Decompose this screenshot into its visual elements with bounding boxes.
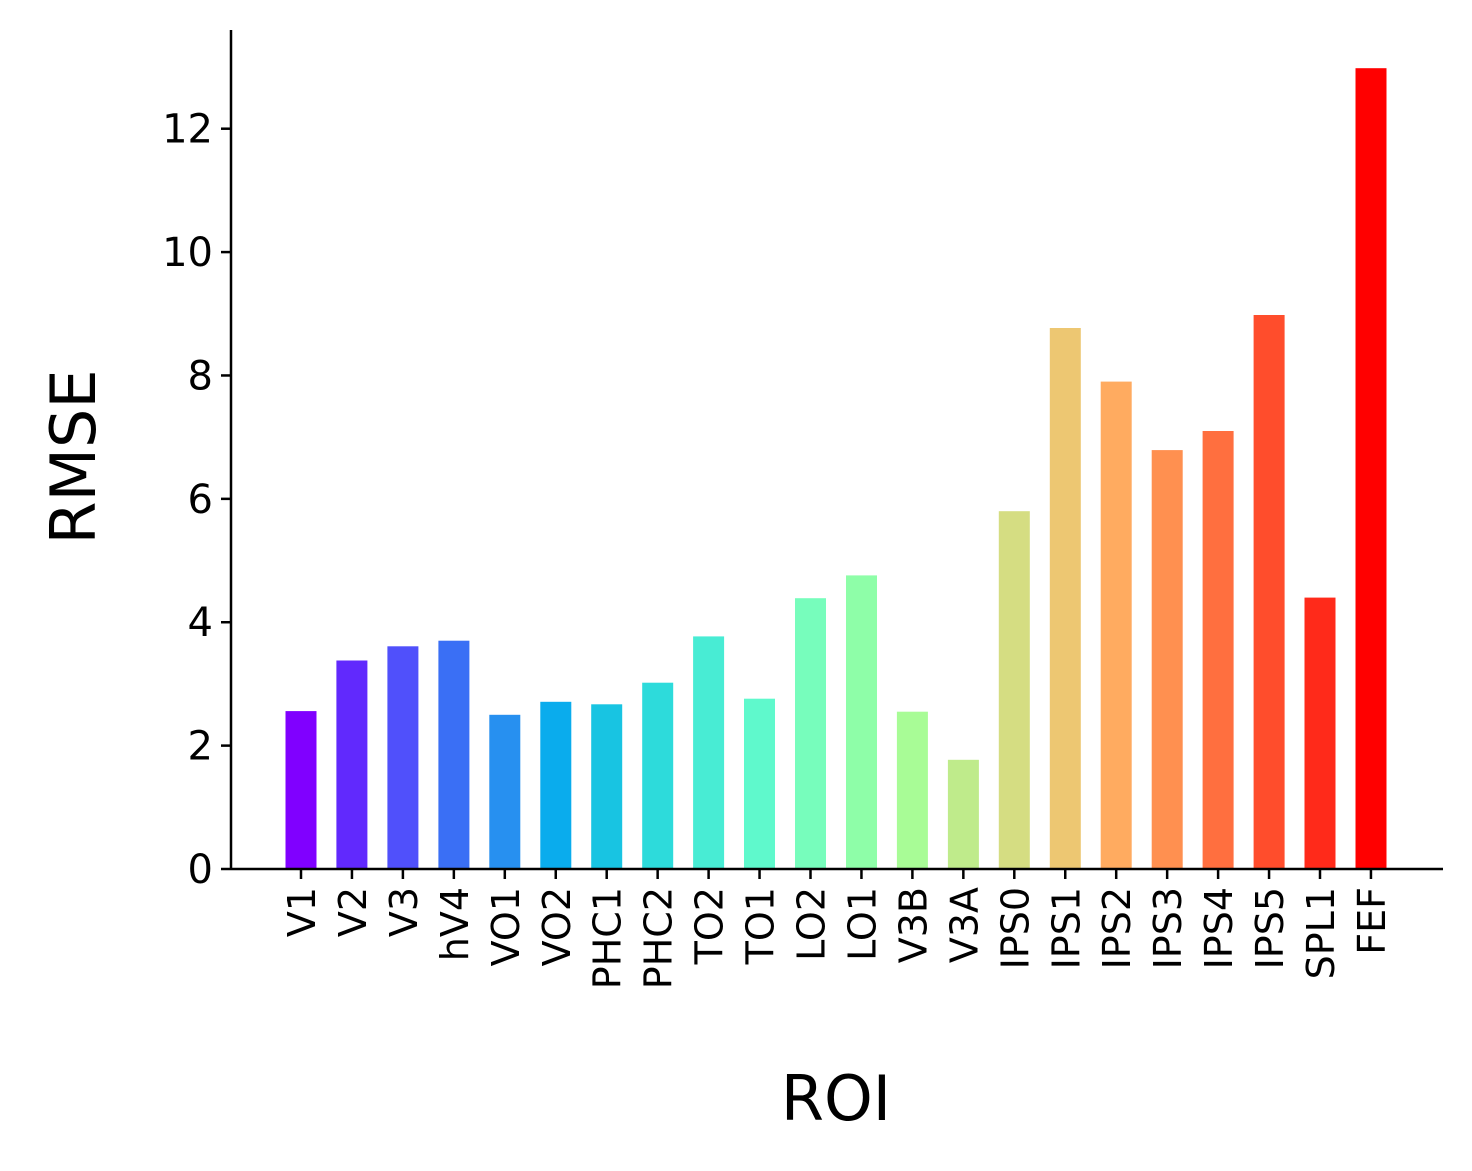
bar-vo2 [540, 701, 572, 869]
x-tick-label: VO2 [535, 887, 579, 966]
y-tick-label: 2 [188, 724, 213, 770]
bar-lo2 [795, 598, 826, 869]
bar-ips2 [1100, 381, 1132, 869]
x-tick-label: SPL1 [1299, 887, 1343, 979]
x-tick-label: IPS3 [1146, 887, 1190, 969]
x-tick-label: PHC1 [586, 887, 630, 989]
y-tick-label: 0 [188, 847, 213, 893]
bar-v3 [387, 646, 419, 869]
bar-phc1 [591, 704, 623, 869]
x-tick-label: IPS4 [1197, 887, 1241, 969]
bar-to1 [744, 698, 775, 869]
x-tick-label: V3A [942, 887, 986, 963]
x-axis-title: ROI [781, 1062, 891, 1135]
bar-fef [1355, 68, 1387, 869]
x-tick-label: PHC2 [637, 887, 681, 989]
bar-ips3 [1151, 450, 1183, 869]
y-tick-label: 6 [188, 477, 213, 523]
bar-ips0 [998, 511, 1030, 869]
x-tick-label: V3B [891, 887, 935, 963]
bar-ips4 [1202, 431, 1234, 869]
x-tick-label: FEF [1350, 887, 1394, 955]
bar-v1 [285, 711, 317, 869]
x-tick-label: VO1 [484, 887, 528, 966]
bar-hv4 [438, 640, 470, 869]
x-tick-label: V3 [382, 887, 426, 937]
x-tick-label: LO1 [840, 887, 884, 961]
bar-spl1 [1304, 597, 1336, 869]
x-tick-label: IPS0 [993, 887, 1037, 969]
bars-group [285, 68, 1387, 869]
bar-v3b [896, 711, 928, 869]
x-tick-label: LO2 [790, 887, 834, 961]
y-tick-label: 4 [188, 600, 213, 646]
x-tick-label: TO1 [739, 887, 783, 965]
x-tick-label: V2 [331, 887, 375, 937]
x-tick-label: TO2 [688, 887, 732, 965]
x-tick-label: hV4 [433, 887, 477, 961]
y-tick-label: 12 [162, 107, 213, 153]
bar-ips1 [1049, 328, 1081, 869]
x-tick-label: IPS5 [1248, 887, 1292, 969]
x-tick-label: IPS1 [1044, 887, 1088, 969]
y-tick-label: 8 [188, 353, 213, 399]
bar-phc2 [642, 682, 674, 869]
y-axis-title: RMSE [37, 369, 110, 544]
x-tick-label: V1 [280, 887, 324, 937]
y-axis: 0 2 4 6 8 10 12 [162, 30, 233, 893]
bar-v2 [336, 660, 368, 869]
bar-ips5 [1253, 315, 1285, 869]
bar-to2 [693, 636, 725, 869]
x-tick-label: IPS2 [1095, 887, 1139, 969]
y-tick-label: 10 [162, 230, 213, 276]
bar-vo1 [489, 714, 521, 869]
bar-v3a [947, 759, 979, 869]
x-axis: V1 V2 V3 hV4 VO1 VO2 PHC1 PHC2 TO2 TO1 LO2 LO1 V3B V3… [231, 867, 1443, 989]
bar-lo1 [846, 575, 877, 869]
